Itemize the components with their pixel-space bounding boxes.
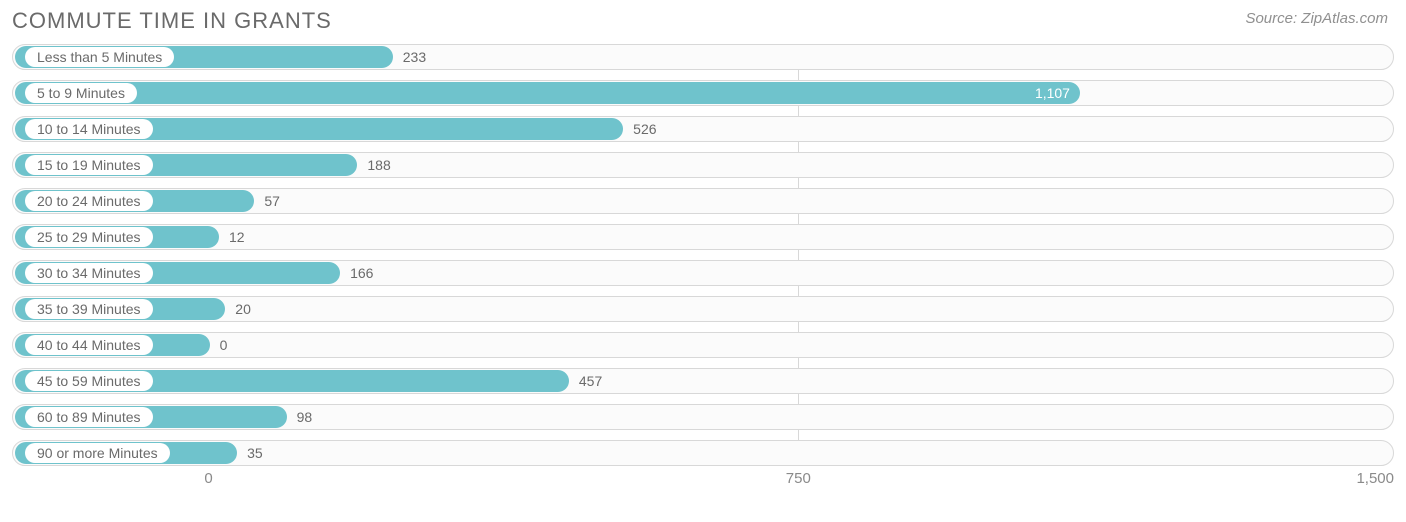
bar-category-label: 10 to 14 Minutes [25,119,153,139]
bar-track: 35 to 39 Minutes 20 [12,296,1394,322]
gridline [798,44,799,466]
bar-fill: 1,107 [15,82,1080,104]
bar-value-label: 20 [225,297,251,321]
chart-title: COMMUTE TIME IN GRANTS [12,8,332,34]
bar-track: 60 to 89 Minutes 98 [12,404,1394,430]
bar-category-label: 90 or more Minutes [25,443,170,463]
bar-track: 25 to 29 Minutes 12 [12,224,1394,250]
bar-value-label: 166 [340,261,373,285]
bar-value-label: 233 [393,45,426,69]
chart-header: COMMUTE TIME IN GRANTS Source: ZipAtlas.… [12,8,1394,34]
bar-value-label: 35 [237,441,263,465]
x-axis: 0 750 1,500 [12,470,1394,500]
bars-group: Less than 5 Minutes 233 1,107 5 to 9 Minute… [12,44,1394,466]
bar-value-label: 57 [254,189,280,213]
x-axis-tick: 0 [204,470,212,487]
bar-track: 1,107 5 to 9 Minutes [12,80,1394,106]
bar-value-label: 188 [357,153,390,177]
x-axis-tick: 1,500 [1356,470,1394,487]
bar-track: 10 to 14 Minutes 526 [12,116,1394,142]
bar-track: 90 or more Minutes 35 [12,440,1394,466]
bar-category-label: 35 to 39 Minutes [25,299,153,319]
bar-category-label: 60 to 89 Minutes [25,407,153,427]
bar-track: 15 to 19 Minutes 188 [12,152,1394,178]
bar-value-label: 98 [287,405,313,429]
chart-source: Source: ZipAtlas.com [1245,8,1394,27]
bar-value-label: 526 [623,117,656,141]
bar-value-label: 0 [210,333,228,357]
bar-track: 30 to 34 Minutes 166 [12,260,1394,286]
bar-track: Less than 5 Minutes 233 [12,44,1394,70]
bar-value-label: 457 [569,369,602,393]
bar-category-label: Less than 5 Minutes [25,47,174,67]
commute-time-chart: COMMUTE TIME IN GRANTS Source: ZipAtlas.… [0,0,1406,522]
bar-category-label: 25 to 29 Minutes [25,227,153,247]
bar-track: 20 to 24 Minutes 57 [12,188,1394,214]
bar-category-label: 45 to 59 Minutes [25,371,153,391]
bar-value-label: 1,107 [1035,82,1070,104]
bar-track: 45 to 59 Minutes 457 [12,368,1394,394]
bar-category-label: 30 to 34 Minutes [25,263,153,283]
x-axis-tick: 750 [786,470,811,487]
bar-category-label: 5 to 9 Minutes [25,83,137,103]
bar-value-label: 12 [219,225,245,249]
bar-category-label: 40 to 44 Minutes [25,335,153,355]
bar-category-label: 15 to 19 Minutes [25,155,153,175]
bar-category-label: 20 to 24 Minutes [25,191,153,211]
bar-track: 40 to 44 Minutes 0 [12,332,1394,358]
plot-area: Less than 5 Minutes 233 1,107 5 to 9 Minute… [12,44,1394,500]
